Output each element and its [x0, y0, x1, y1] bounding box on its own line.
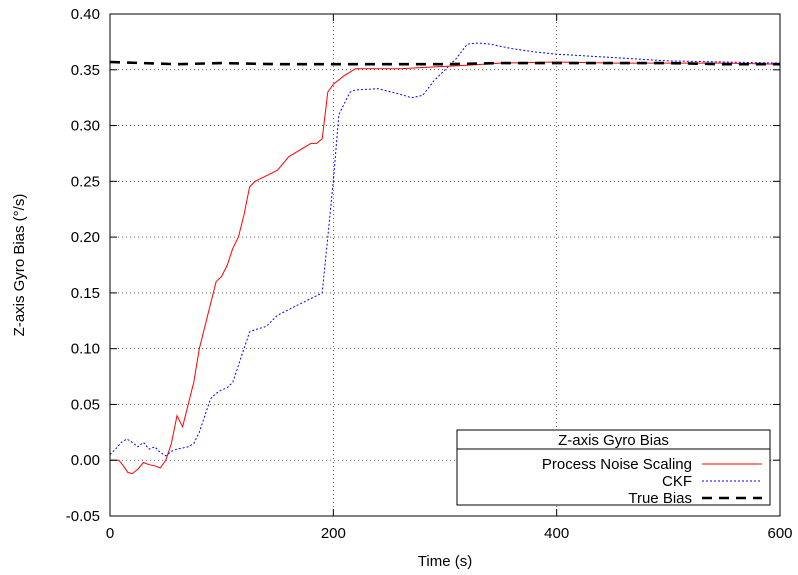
series-line-ckf [109, 42, 781, 457]
legend-label: CKF [662, 473, 692, 490]
x-tick-label: 0 [106, 525, 114, 542]
plot-lines [109, 42, 781, 475]
legend: Z-axis Gyro Bias Process Noise ScalingCK… [456, 429, 771, 507]
legend-label: Process Noise Scaling [542, 456, 692, 473]
x-axis-label: Time (s) [418, 553, 472, 570]
y-tick-label: 0.35 [71, 62, 100, 79]
y-tick-label: 0.30 [71, 118, 100, 135]
x-tick-label: 400 [544, 525, 569, 542]
ticks [109, 13, 781, 517]
x-tick-label: 600 [767, 525, 792, 542]
y-tick-label: 0.10 [71, 341, 100, 358]
series-line-process-noise-scaling [110, 61, 781, 475]
y-tick-label: 0.15 [71, 285, 100, 302]
y-tick-label: 0.40 [71, 6, 100, 23]
x-tick-label: 200 [321, 525, 346, 542]
y-axis-label: Z-axis Gyro Bias (°/s) [11, 194, 28, 337]
y-tick-label: 0.00 [71, 452, 100, 469]
tick-labels: 0 200 400 600 -0.05 0.00 0.05 0.10 0.15 0.20 0.25 0… [66, 6, 793, 542]
y-tick-label: 0.05 [71, 396, 100, 413]
y-tick-label: -0.05 [66, 508, 100, 525]
legend-title: Z-axis Gyro Bias [558, 432, 669, 449]
legend-label: True Bias [628, 490, 692, 507]
series-line-true-bias [109, 60, 780, 66]
legend-box [456, 429, 771, 506]
y-tick-label: 0.20 [71, 229, 100, 246]
y-tick-label: 0.25 [71, 173, 100, 190]
plot-frame [109, 13, 781, 517]
